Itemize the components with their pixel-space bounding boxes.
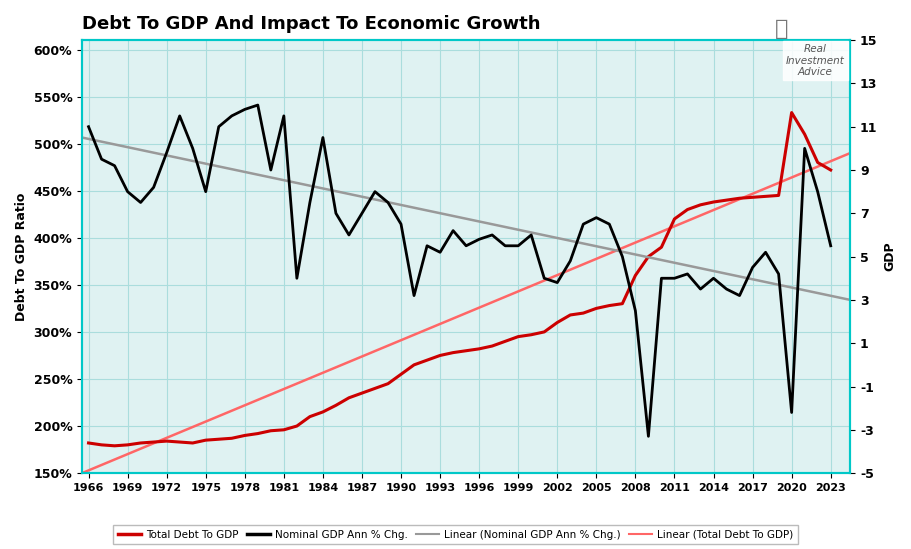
Text: Debt To GDP And Impact To Economic Growth: Debt To GDP And Impact To Economic Growt… <box>82 15 540 33</box>
Text: 🦅: 🦅 <box>775 19 788 39</box>
Text: Real
Investment
Advice: Real Investment Advice <box>786 44 844 77</box>
Legend: Total Debt To GDP, Nominal GDP Ann % Chg., Linear (Nominal GDP Ann % Chg.), Line: Total Debt To GDP, Nominal GDP Ann % Chg… <box>114 525 797 544</box>
Y-axis label: Debt To GDP Ratio: Debt To GDP Ratio <box>15 192 28 321</box>
Y-axis label: GDP: GDP <box>883 242 896 271</box>
